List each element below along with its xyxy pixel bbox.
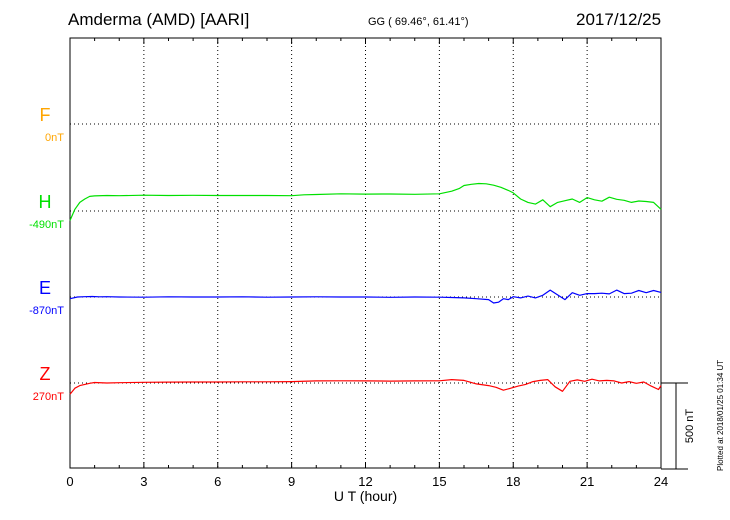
scale-bar-label: 500 nT <box>684 409 696 444</box>
x-tick-label: 6 <box>214 474 221 489</box>
series-label-z: Z <box>40 364 51 384</box>
x-tick-label: 12 <box>358 474 372 489</box>
series-label-h: H <box>39 192 52 212</box>
x-tick-label: 18 <box>506 474 520 489</box>
x-axis-label: U T (hour) <box>334 488 397 504</box>
series-baseline-f: 0nT <box>45 132 64 144</box>
series-label-e: E <box>39 278 51 298</box>
plot-date: 2017/12/25 <box>576 10 662 29</box>
series-trace-z <box>69 378 662 395</box>
series-trace-e <box>69 289 662 304</box>
series-label-f: F <box>40 105 51 125</box>
geographic-coords: GG ( 69.46°, 61.41°) <box>368 16 469 28</box>
series-trace-h <box>69 182 662 221</box>
x-tick-label: 21 <box>580 474 594 489</box>
series-baseline-z: 270nT <box>33 391 64 403</box>
station-title: Amderma (AMD) [AARI] <box>68 10 250 29</box>
plotted-timestamp: Plotted at 2018/01/25 01:34 UT <box>716 359 725 471</box>
x-tick-label: 3 <box>140 474 147 489</box>
x-tick-label: 9 <box>288 474 295 489</box>
series-baseline-e: -870nT <box>29 305 64 317</box>
series-baseline-h: -490nT <box>29 219 64 231</box>
x-tick-label: 0 <box>66 474 73 489</box>
x-tick-label: 24 <box>654 474 668 489</box>
x-tick-label: 15 <box>432 474 446 489</box>
